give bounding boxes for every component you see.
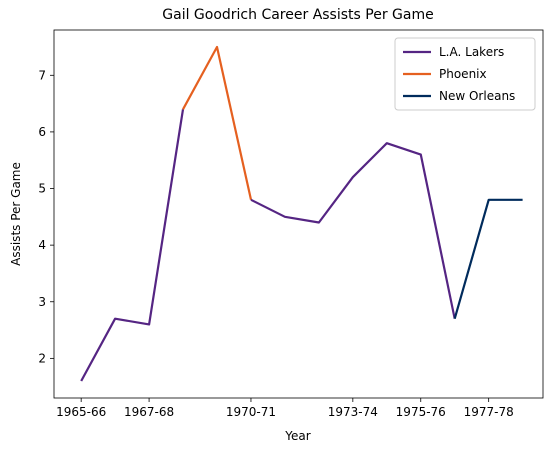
x-tick-label: 1970-71 [226, 405, 276, 419]
series-lines [80, 45, 523, 382]
y-tick-label: 6 [38, 125, 46, 139]
chart-title: Gail Goodrich Career Assists Per Game [162, 7, 433, 23]
y-tick-label: 2 [38, 351, 46, 365]
series-line-0 [80, 109, 185, 382]
legend-label: L.A. Lakers [439, 45, 504, 59]
x-tick-label: 1977-78 [464, 405, 514, 419]
series-line-3 [453, 198, 523, 320]
series-line-2 [250, 142, 456, 319]
y-tick-label: 3 [38, 295, 46, 309]
y-axis-ticks: 2 3 4 5 6 7 [38, 68, 54, 365]
legend: L.A. Lakers Phoenix New Orleans [394, 37, 536, 111]
series-line-1 [182, 45, 253, 201]
x-axis-label: Year [284, 429, 310, 443]
y-tick-label: 4 [38, 238, 46, 252]
x-axis-ticks: 1965-66 1967-68 1970-71 1973-74 1975-76 1977-… [56, 398, 514, 419]
x-tick-label: 1975-76 [396, 405, 446, 419]
x-tick-label: 1967-68 [124, 405, 174, 419]
legend-label: Phoenix [439, 67, 487, 81]
y-axis-label: Assists Per Game [9, 162, 23, 266]
plot-frame [53, 29, 544, 399]
legend-label: New Orleans [439, 89, 515, 103]
x-tick-label: 1965-66 [56, 405, 106, 419]
legend-box [394, 37, 536, 111]
y-tick-label: 5 [38, 182, 46, 196]
y-tick-label: 7 [38, 68, 46, 82]
x-tick-label: 1973-74 [328, 405, 378, 419]
